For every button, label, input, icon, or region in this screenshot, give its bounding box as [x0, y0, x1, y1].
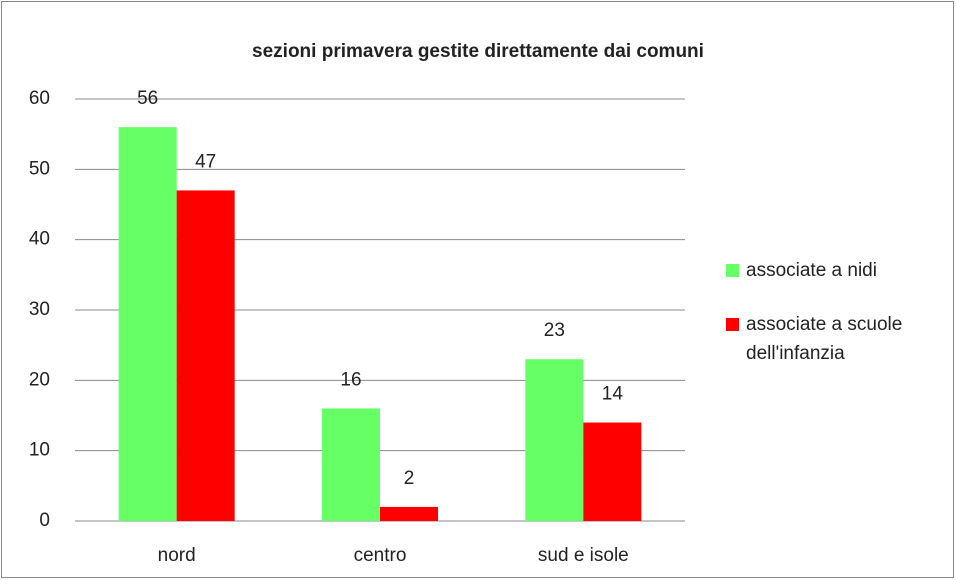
legend-swatch [726, 264, 739, 277]
x-tick-label: centro [354, 545, 407, 566]
bar [380, 506, 438, 521]
y-tick-label: 40 [29, 229, 50, 250]
x-tick-label: nord [158, 545, 196, 566]
legend-label: associate a nidi [746, 260, 877, 281]
bar [525, 359, 584, 521]
bar [176, 190, 235, 521]
legend-label: associate a scuole dell'infanzia [746, 314, 903, 364]
y-tick-label: 30 [29, 299, 50, 320]
data-label: 47 [195, 151, 216, 172]
y-tick-label: 50 [29, 158, 50, 179]
bar [583, 422, 642, 521]
bar [118, 127, 177, 521]
y-tick-label: 20 [29, 369, 50, 390]
legend-swatch [726, 318, 739, 331]
y-tick-label: 60 [29, 88, 50, 109]
legend-entry: associate a scuole dell'infanzia [724, 310, 950, 368]
data-label: 2 [404, 468, 415, 489]
legend-entry: associate a nidi [724, 256, 950, 285]
y-tick-label: 0 [39, 510, 50, 531]
legend: associate a nidi associate a scuole dell'… [724, 256, 950, 393]
y-tick-label: 10 [29, 440, 50, 461]
chart-title: sezioni primavera gestite direttamente d… [252, 41, 704, 62]
bar [322, 408, 380, 521]
x-tick-label: sud e isole [538, 545, 629, 566]
data-label: 14 [602, 384, 624, 405]
data-label: 56 [137, 88, 158, 109]
data-label: 16 [340, 369, 361, 390]
data-label: 23 [544, 320, 565, 341]
